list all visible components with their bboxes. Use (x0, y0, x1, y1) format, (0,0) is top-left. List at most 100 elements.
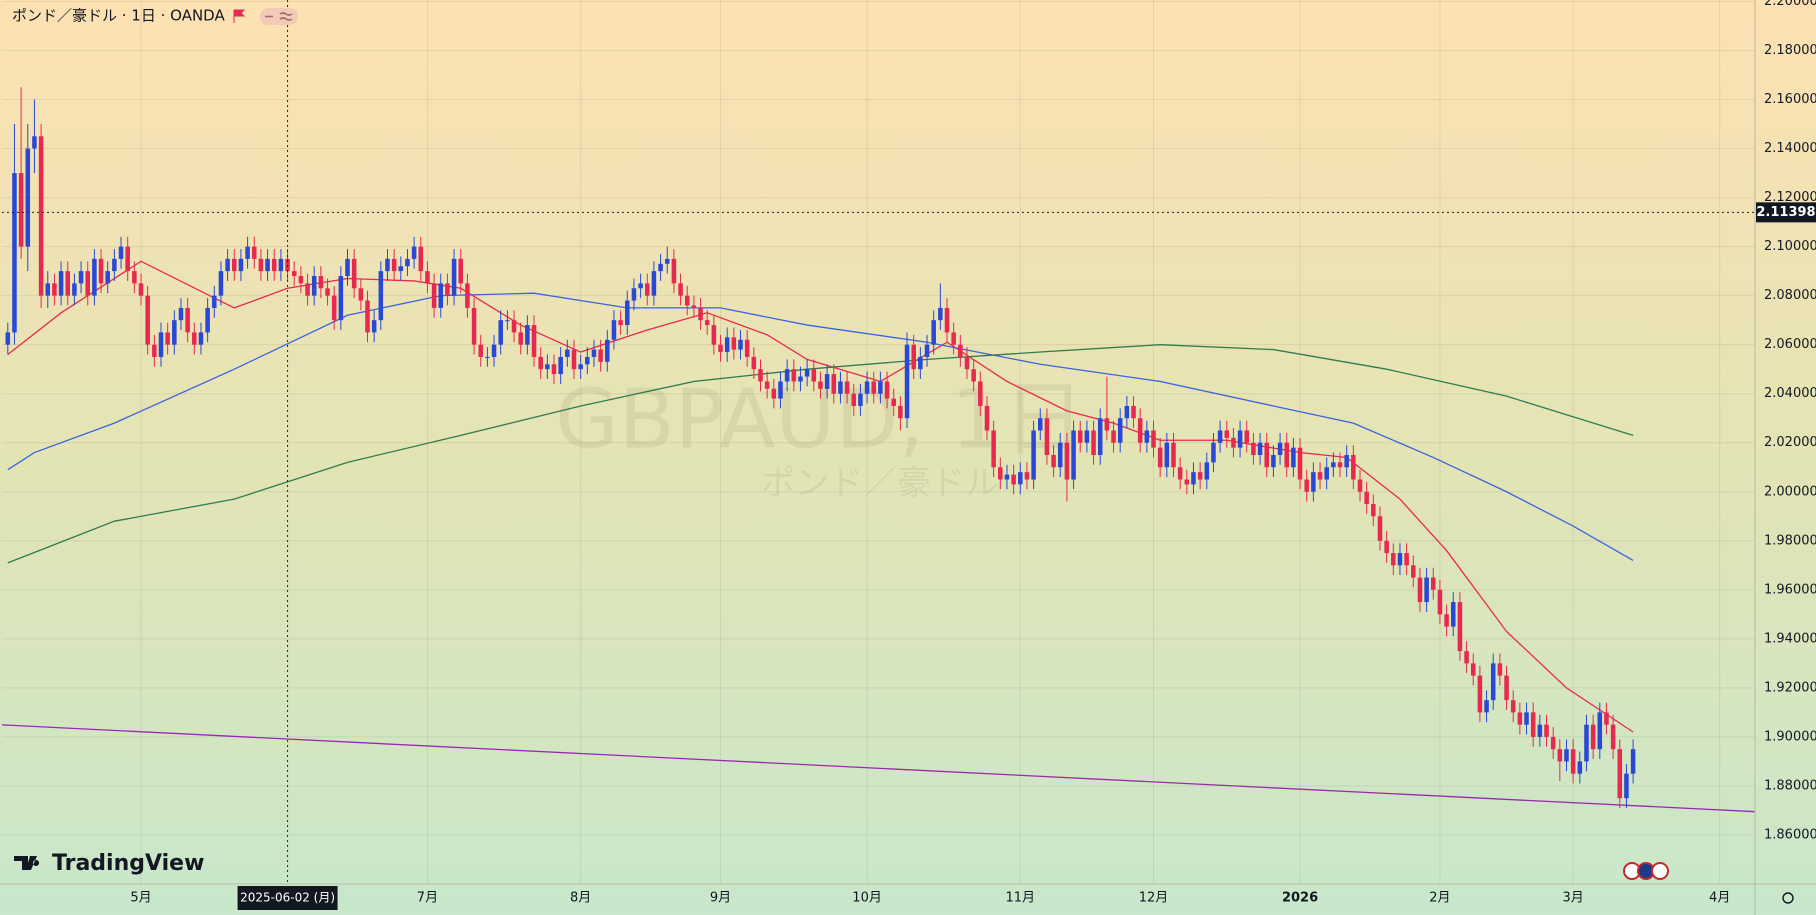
candle-body (618, 320, 623, 326)
candle-body (1570, 749, 1576, 774)
x-tick-label: 12月 (1139, 891, 1169, 906)
candle-body (318, 276, 324, 289)
candle-body (212, 295, 217, 308)
candle-body (1504, 675, 1509, 701)
candle-body (425, 271, 430, 284)
candle-body (531, 325, 537, 357)
candle-body (265, 258, 270, 272)
candle-body (1091, 430, 1096, 455)
candle-body (278, 258, 284, 272)
candle-body (864, 381, 870, 394)
y-tick-label: 2.12000 (1764, 190, 1816, 205)
candle-body (851, 393, 857, 406)
candle-body (1417, 577, 1423, 603)
x-tick-label: 10月 (852, 891, 882, 906)
candle-body (1497, 663, 1503, 676)
candle-body (904, 344, 910, 419)
candle-body (824, 374, 830, 389)
candle-body (991, 430, 996, 468)
candle-body (764, 381, 770, 389)
candle-body (1397, 553, 1403, 566)
candle-body (1057, 442, 1063, 468)
y-tick-label: 2.06000 (1764, 337, 1816, 352)
candle-body (345, 258, 350, 277)
candle-body (1224, 430, 1230, 438)
candle-body (551, 364, 557, 375)
candle-body (518, 332, 523, 345)
candle-body (791, 369, 797, 382)
candle-body (744, 339, 750, 357)
candle-body (78, 271, 84, 284)
settings-icon[interactable] (1782, 892, 1794, 904)
candle-body (458, 258, 464, 284)
candle-body (38, 136, 44, 296)
candle-body (771, 388, 777, 399)
candle-body (1470, 663, 1476, 676)
candle-body (338, 276, 344, 321)
candle-body (1111, 430, 1116, 443)
candle-body (605, 339, 610, 362)
y-tick-label: 1.96000 (1764, 582, 1816, 597)
watermark-subtitle: ポンド／豪ドル (761, 464, 999, 504)
y-tick-label: 2.08000 (1764, 288, 1816, 303)
candle-body (625, 300, 630, 326)
candle-body (698, 307, 703, 321)
candle-body (1610, 724, 1616, 750)
candle-body (804, 369, 810, 377)
candle-body (1577, 761, 1583, 774)
candle-body (1477, 675, 1483, 713)
candle-body (638, 283, 643, 289)
candle-body (971, 369, 976, 382)
candle-body (1424, 577, 1429, 603)
candle-body (1117, 418, 1123, 443)
candle-body (671, 258, 677, 284)
candle-body (1291, 447, 1296, 468)
candle-body (298, 276, 304, 284)
flag-icon[interactable] (233, 9, 246, 23)
candle-body (1044, 418, 1050, 455)
candle-body (1484, 700, 1489, 713)
candle-body (1590, 724, 1596, 750)
candle-body (565, 349, 570, 357)
y-tick-label: 2.14000 (1764, 141, 1816, 156)
candle-body (811, 369, 817, 382)
candle-body (1537, 724, 1543, 737)
candle-body (431, 283, 437, 308)
candle-body (984, 405, 990, 431)
candle-body (1264, 442, 1270, 468)
candle-body (1351, 454, 1356, 480)
candle-body (1077, 430, 1083, 443)
x-tick-label: 2月 (1429, 891, 1450, 906)
y-tick-label: 1.92000 (1764, 680, 1816, 695)
candle-body (398, 266, 404, 272)
candle-body (1317, 472, 1323, 480)
candle-body (1464, 651, 1469, 664)
candle-body (958, 344, 963, 357)
candle-body (1357, 479, 1363, 492)
brand-logo (14, 856, 40, 870)
candle-body (538, 356, 543, 370)
candle-body (411, 246, 417, 259)
candle-body (711, 325, 717, 345)
candle-body (611, 320, 617, 340)
candle-body (305, 283, 310, 296)
x-tick-label: 9月 (710, 891, 731, 906)
candle-body (1064, 442, 1070, 480)
candle-body (1617, 749, 1623, 799)
x-tick-label: 4月 (1709, 891, 1730, 906)
candle-body (598, 349, 603, 362)
currency-icons[interactable] (1623, 862, 1669, 880)
y-tick-label: 1.90000 (1764, 729, 1816, 744)
candle-body (1411, 565, 1416, 578)
candle-body (85, 271, 90, 296)
candle-body (998, 467, 1003, 480)
candle-body (1550, 736, 1556, 750)
candle-body (1037, 418, 1043, 431)
candle-body (118, 246, 124, 259)
candle-body (738, 339, 743, 350)
candle-body (1137, 418, 1143, 443)
candle-body (271, 258, 277, 272)
candle-body (938, 307, 943, 321)
candle-body (1151, 430, 1156, 448)
candle-body (25, 148, 31, 247)
